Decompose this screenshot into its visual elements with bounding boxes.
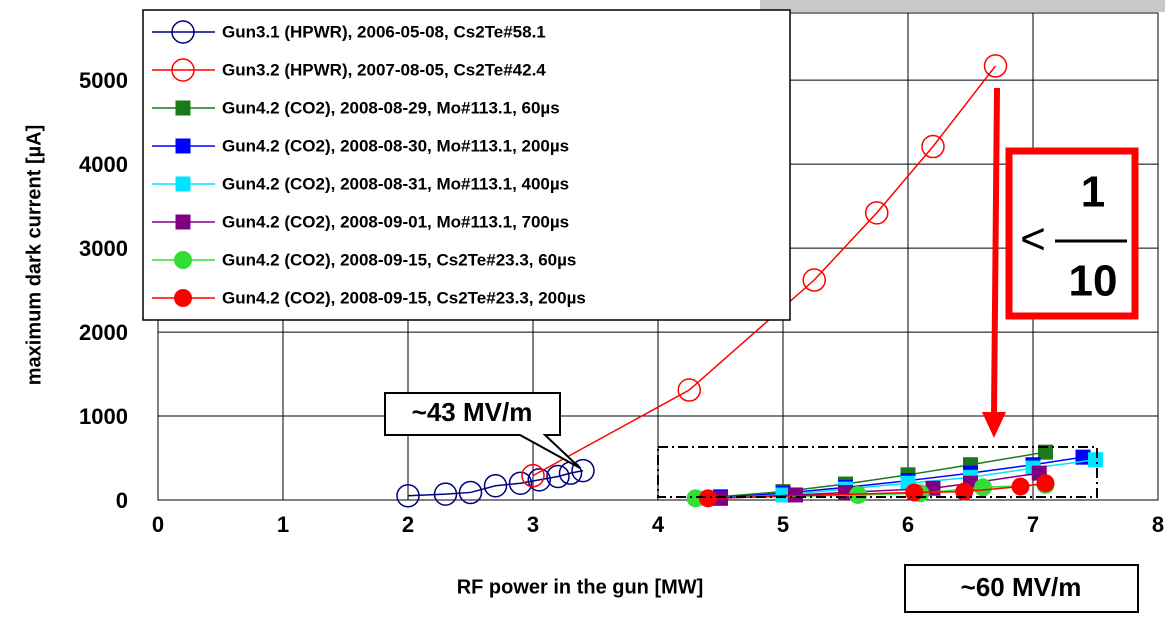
x-tick-label: 8 bbox=[1152, 512, 1164, 537]
x-tick-label: 7 bbox=[1027, 512, 1039, 537]
y-tick-label: 3000 bbox=[79, 236, 128, 261]
legend-label: Gun4.2 (CO2), 2008-08-29, Mo#113.1, 60µs bbox=[222, 98, 560, 117]
marker bbox=[849, 485, 867, 504]
x-axis-label: RF power in the gun [MW] bbox=[457, 576, 704, 598]
legend-label: Gun3.1 (HPWR), 2006-05-08, Cs2Te#58.1 bbox=[222, 22, 546, 41]
ratio-denominator: 10 bbox=[1069, 257, 1118, 306]
marker bbox=[521, 463, 545, 488]
marker bbox=[1036, 474, 1055, 493]
y-tick-label: 4000 bbox=[79, 152, 128, 177]
marker bbox=[508, 471, 533, 495]
marker bbox=[175, 214, 191, 230]
x-tick-label: 4 bbox=[652, 512, 665, 537]
marker bbox=[677, 378, 701, 402]
highlight-box bbox=[657, 446, 1098, 498]
legend-label: Gun4.2 (CO2), 2008-09-15, Cs2Te#23.3, 60… bbox=[222, 250, 576, 269]
x-tick-label: 1 bbox=[277, 512, 289, 537]
marker bbox=[983, 54, 1008, 78]
legend-label: Gun4.2 (CO2), 2008-08-30, Mo#113.1, 200µ… bbox=[222, 136, 569, 155]
marker bbox=[905, 483, 924, 502]
y-tick-label: 2000 bbox=[79, 320, 128, 345]
marker bbox=[1038, 444, 1053, 460]
callout-text: ~43 MV/m bbox=[412, 397, 533, 427]
marker bbox=[546, 464, 570, 489]
marker bbox=[175, 100, 191, 116]
y-tick-label: 5000 bbox=[79, 68, 128, 93]
ratio-less: < bbox=[1020, 215, 1046, 264]
arrow-head bbox=[982, 412, 1006, 438]
x-tick-label: 3 bbox=[527, 512, 539, 537]
marker bbox=[433, 482, 458, 506]
marker bbox=[974, 478, 992, 497]
x-tick-label: 5 bbox=[777, 512, 789, 537]
x-tick-label: 2 bbox=[402, 512, 414, 537]
legend-label: Gun4.2 (CO2), 2008-09-15, Cs2Te#23.3, 20… bbox=[222, 288, 586, 307]
marker bbox=[175, 176, 191, 192]
marker bbox=[483, 473, 508, 498]
callout-box bbox=[904, 564, 1139, 613]
y-tick-label: 0 bbox=[116, 488, 128, 513]
legend-label: Gun3.2 (HPWR), 2007-08-05, Cs2Te#42.4 bbox=[222, 60, 546, 79]
marker bbox=[174, 251, 192, 269]
marker bbox=[396, 484, 420, 508]
marker bbox=[1011, 477, 1030, 496]
marker bbox=[686, 489, 705, 508]
marker bbox=[171, 20, 195, 44]
x-tick-label: 0 bbox=[152, 512, 164, 537]
marker bbox=[458, 480, 483, 505]
x-tick-label: 6 bbox=[902, 512, 914, 537]
series-line bbox=[532, 65, 997, 477]
annotation-low: ~43 MV/m bbox=[384, 392, 581, 469]
ratio-box bbox=[1005, 147, 1139, 320]
arrow-shaft bbox=[991, 87, 1000, 416]
marker bbox=[171, 58, 195, 82]
header-bar bbox=[760, 0, 1165, 12]
marker bbox=[699, 489, 717, 508]
legend-label: Gun4.2 (CO2), 2008-09-01, Mo#113.1, 700µ… bbox=[222, 212, 569, 231]
y-tick-label: 1000 bbox=[79, 404, 128, 429]
marker bbox=[571, 458, 595, 483]
legend-box bbox=[142, 9, 791, 321]
series-line bbox=[407, 469, 584, 497]
ratio-numerator: 1 bbox=[1081, 168, 1105, 217]
marker bbox=[921, 134, 945, 159]
y-axis-label: maximum dark current [µA] bbox=[23, 125, 45, 385]
marker bbox=[865, 201, 889, 225]
callout-text: ~60 MV/m bbox=[961, 572, 1082, 602]
marker bbox=[174, 289, 192, 307]
marker bbox=[802, 268, 826, 292]
legend-label: Gun4.2 (CO2), 2008-08-31, Mo#113.1, 400µ… bbox=[222, 174, 569, 193]
marker bbox=[1088, 452, 1103, 468]
series-line bbox=[720, 451, 1046, 498]
ratio-annotation: < 1 10 bbox=[982, 87, 1139, 438]
marker bbox=[527, 468, 551, 492]
annotation-high: ~60 MV/m bbox=[904, 564, 1139, 613]
callout-box bbox=[384, 392, 581, 469]
marker bbox=[175, 138, 191, 154]
